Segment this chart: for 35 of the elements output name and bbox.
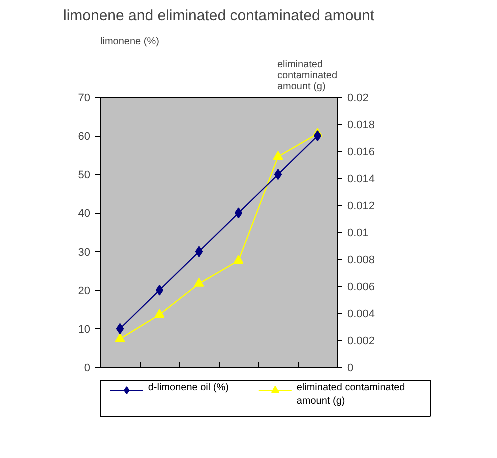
- y-tick-label: 20: [78, 285, 91, 298]
- y2-tick-label: 0.016: [348, 146, 376, 158]
- y-tick-label: 0: [84, 362, 91, 374]
- y-tick-label: 30: [78, 246, 91, 259]
- point: [314, 130, 322, 142]
- y2-tick-label: 0.01: [348, 228, 369, 240]
- point: [234, 208, 243, 219]
- legend-label: eliminated contaminated amount (g): [296, 382, 406, 407]
- y2-axis-title: eliminated contaminated amount (g): [277, 60, 338, 92]
- point: [154, 309, 165, 318]
- y2-tick-label: 0: [348, 362, 354, 374]
- y-axis-title: limonene (%): [100, 36, 160, 48]
- point: [234, 255, 244, 264]
- y2-tick-label: 0.012: [348, 200, 376, 212]
- y2-tick-label: 0.008: [348, 254, 376, 266]
- point: [273, 151, 284, 160]
- point: [116, 323, 124, 334]
- y2-tick-label: 0.002: [348, 336, 376, 348]
- y-tick-label: 50: [78, 170, 91, 182]
- y2-tick-label: 0.004: [348, 308, 376, 320]
- point: [195, 246, 204, 258]
- y-tick-label: 40: [78, 208, 91, 220]
- legend-label: d-limonene oil (%): [148, 382, 229, 394]
- y-tick-label: 70: [78, 92, 91, 104]
- y2-tick-label: 0.02: [348, 92, 369, 104]
- y-tick-label: 60: [78, 131, 91, 144]
- point: [156, 284, 164, 296]
- point: [274, 169, 282, 180]
- y-tick-label: 10: [78, 324, 91, 336]
- y2-tick-label: 0.018: [348, 120, 376, 132]
- y2-tick-label: 0.014: [348, 174, 376, 186]
- point: [115, 333, 126, 342]
- point: [194, 278, 204, 287]
- chart-title: limonene and eliminated contaminated amount: [63, 8, 376, 24]
- y2-tick-label: 0.006: [348, 282, 376, 294]
